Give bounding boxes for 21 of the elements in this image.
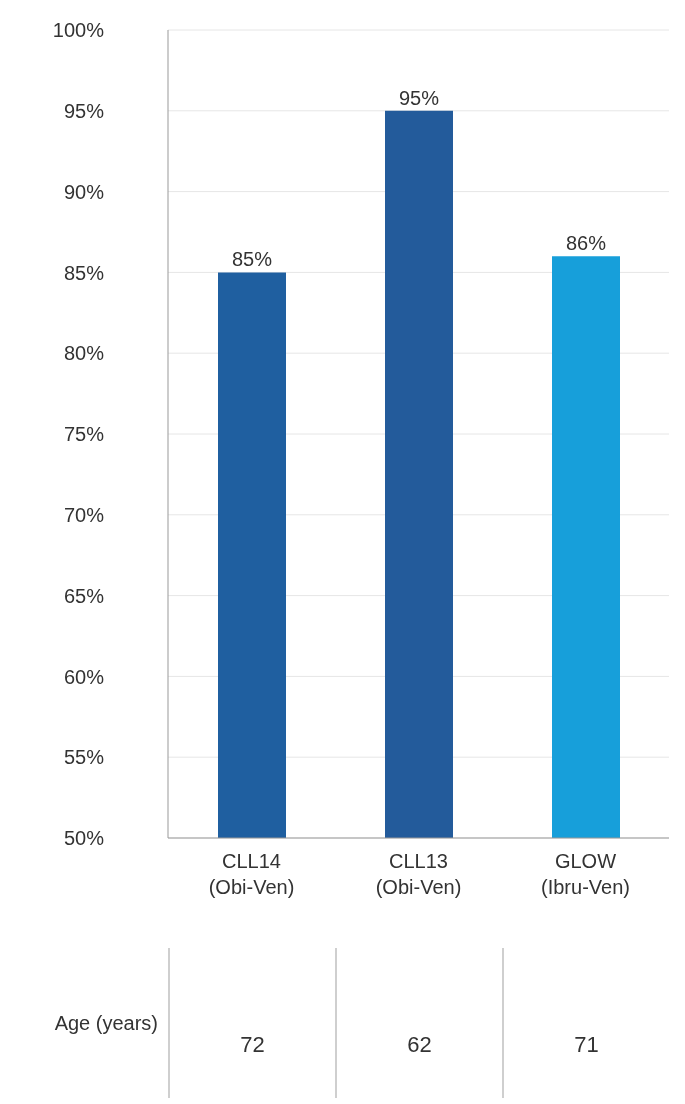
text: 62 [406,1032,433,1058]
x-tick-label: GLOW (Ibru-Ven) [541,850,630,898]
y-tick-label: 100% [52,19,105,42]
y-tick-label: 60% [63,665,105,688]
y-tick-label: 90% [63,180,105,203]
x-tick-label: CLL14 (Obi-Ven) [208,850,295,898]
y-tick-label: 85% [63,261,105,284]
y-tick-label: 75% [63,423,105,446]
data-label: 95% [398,86,440,109]
y-tick-label: 80% [63,342,105,365]
text: 72 [239,1032,266,1058]
text: Age (years) [53,1011,158,1036]
y-tick-label: 55% [63,746,105,769]
text: 71 [573,1032,600,1058]
data-label: 85% [231,248,273,271]
y-tick-label: 65% [63,584,105,607]
y-tick-label: 95% [63,99,105,122]
data-label: 86% [565,232,607,255]
y-tick-label: 70% [63,503,105,526]
x-tick-label: CLL13 (Obi-Ven) [375,850,462,898]
y-tick-label: 50% [63,827,105,850]
